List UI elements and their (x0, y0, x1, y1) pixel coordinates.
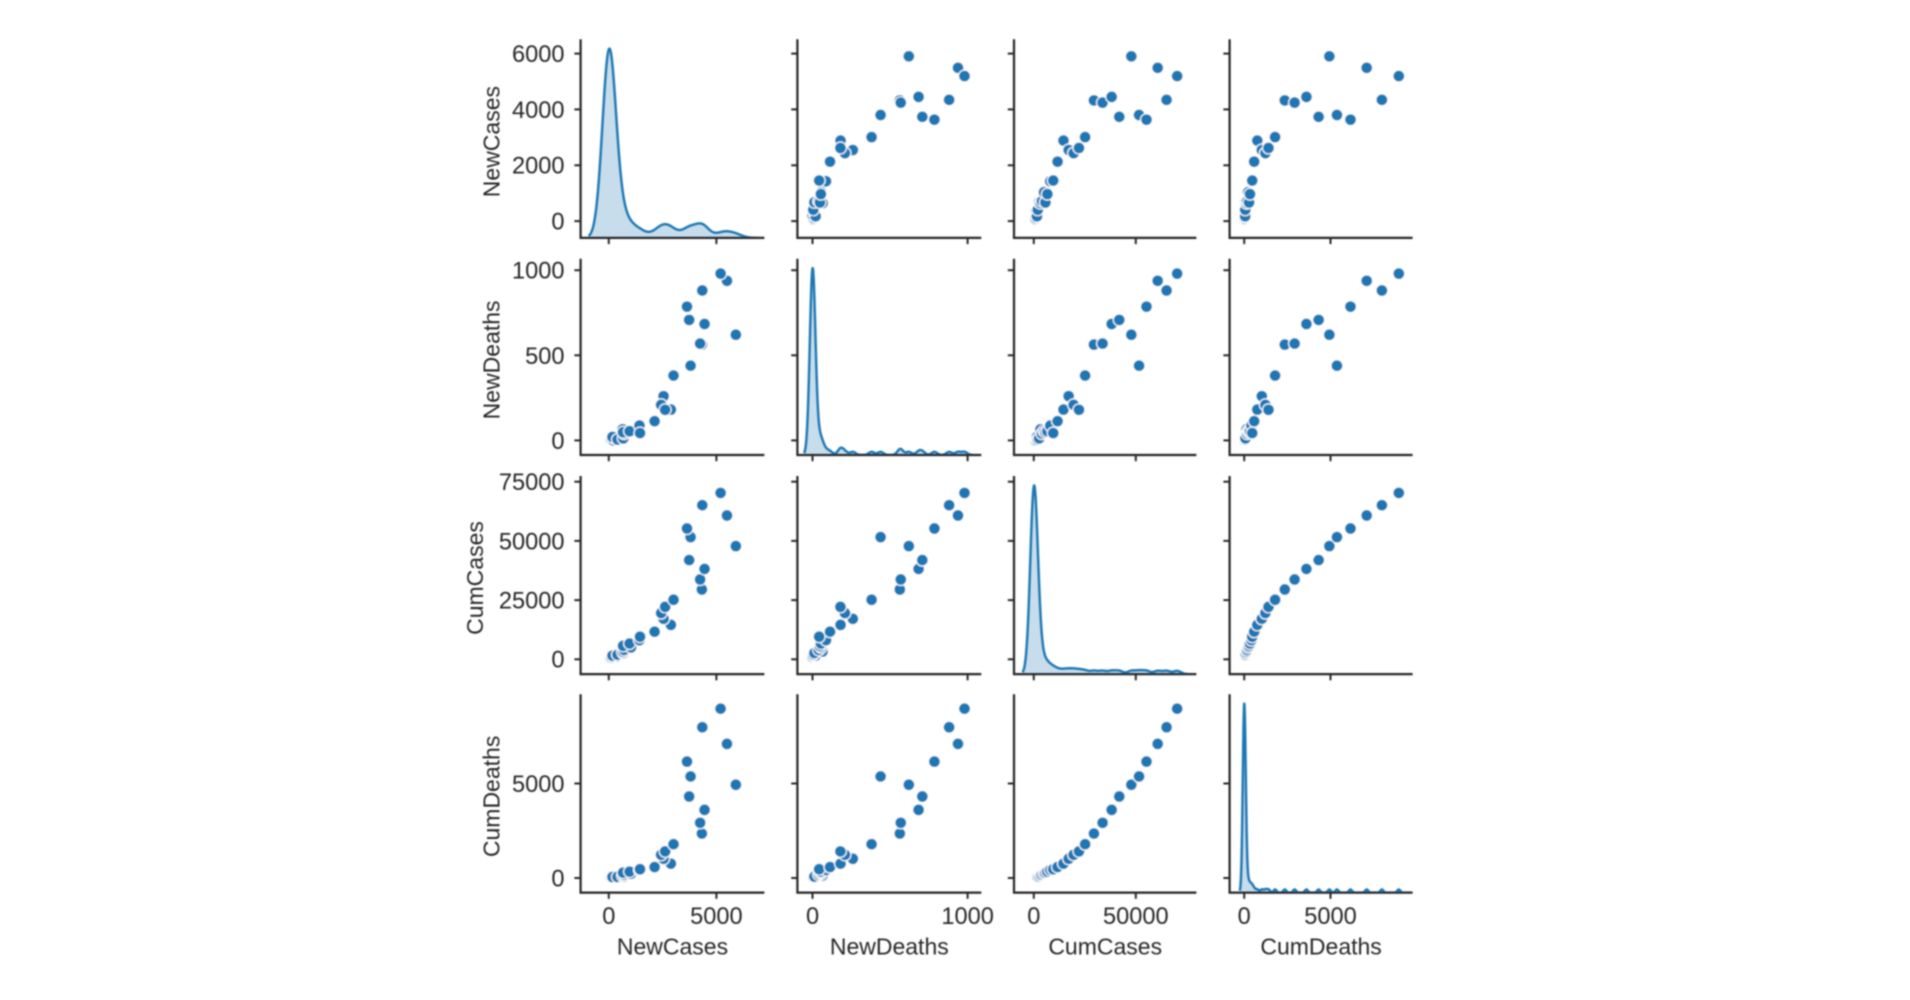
svg-text:CumDeaths: CumDeaths (479, 736, 505, 857)
svg-text:0: 0 (1027, 904, 1040, 930)
svg-text:CumCases: CumCases (1048, 933, 1162, 959)
svg-text:NewCases: NewCases (479, 86, 505, 197)
svg-text:2000: 2000 (512, 154, 565, 180)
svg-text:NewDeaths: NewDeaths (830, 933, 949, 959)
svg-text:0: 0 (551, 210, 564, 236)
svg-text:0: 0 (1238, 904, 1251, 930)
svg-text:75000: 75000 (499, 470, 565, 496)
svg-text:6000: 6000 (512, 42, 565, 68)
svg-text:500: 500 (525, 344, 564, 370)
svg-text:0: 0 (806, 904, 819, 930)
svg-text:0: 0 (602, 904, 615, 930)
svg-text:0: 0 (551, 648, 564, 674)
svg-text:0: 0 (551, 429, 564, 455)
svg-text:50000: 50000 (499, 529, 565, 555)
svg-text:5000: 5000 (690, 904, 743, 930)
svg-text:50000: 50000 (1103, 904, 1169, 930)
svg-text:0: 0 (551, 866, 564, 892)
svg-text:25000: 25000 (499, 589, 565, 615)
svg-text:5000: 5000 (512, 772, 565, 798)
svg-text:1000: 1000 (941, 904, 994, 930)
svg-text:NewDeaths: NewDeaths (479, 300, 505, 419)
svg-text:NewCases: NewCases (617, 933, 728, 959)
svg-text:1000: 1000 (512, 259, 565, 285)
svg-text:CumCases: CumCases (462, 521, 488, 635)
svg-text:4000: 4000 (512, 98, 565, 124)
svg-text:5000: 5000 (1304, 904, 1357, 930)
svg-text:CumDeaths: CumDeaths (1260, 933, 1381, 959)
